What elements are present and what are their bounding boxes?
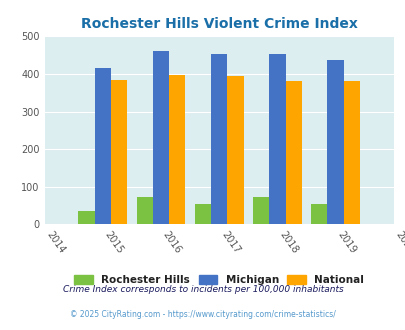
Bar (343, 81, 359, 224)
Bar (227, 76, 243, 224)
Bar (194, 204, 211, 224)
Bar (211, 54, 227, 224)
Bar (169, 75, 185, 224)
Bar (310, 204, 327, 224)
Bar (252, 197, 269, 224)
Legend: Rochester Hills, Michigan, National: Rochester Hills, Michigan, National (70, 271, 367, 289)
Title: Rochester Hills Violent Crime Index: Rochester Hills Violent Crime Index (81, 17, 357, 31)
Bar (111, 80, 127, 224)
Bar (327, 60, 343, 224)
Text: Crime Index corresponds to incidents per 100,000 inhabitants: Crime Index corresponds to incidents per… (62, 285, 343, 294)
Bar (94, 68, 111, 224)
Text: © 2025 CityRating.com - https://www.cityrating.com/crime-statistics/: © 2025 CityRating.com - https://www.city… (70, 310, 335, 319)
Bar (269, 54, 285, 224)
Bar (153, 50, 169, 224)
Bar (78, 211, 94, 224)
Bar (136, 197, 153, 224)
Bar (285, 81, 301, 224)
